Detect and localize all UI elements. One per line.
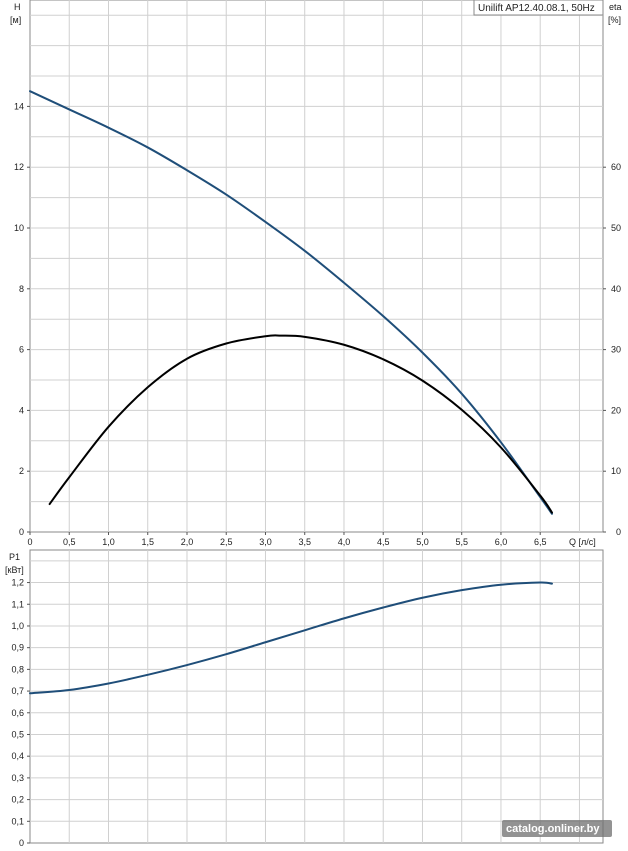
bottom-plot-area <box>29 549 604 844</box>
watermark-text: catalog.onliner.by <box>506 823 600 835</box>
top-y2-tick-label: 40 <box>611 284 621 294</box>
head-curve <box>29 90 553 515</box>
top-y-tick-label: 14 <box>14 101 24 111</box>
top-x-tick-label: 0 <box>27 537 32 547</box>
bottom-y-tick-label: 0,1 <box>11 816 24 826</box>
top-tick-labels: 0 0,5 1,0 1,5 2,0 2,5 3,0 3,5 4,0 4,5 5,0 5,5 6,0 6,5… <box>14 101 621 547</box>
top-x-tick-label: 6,5 <box>534 537 547 547</box>
top-y2-tick-label: 50 <box>611 223 621 233</box>
bottom-y-tick-label: 0,9 <box>11 643 24 653</box>
top-y-tick-label: 8 <box>19 284 24 294</box>
bottom-y-tick-label: 0,8 <box>11 664 24 674</box>
top-x-tick-label: 2,5 <box>220 537 233 547</box>
watermark-background <box>502 820 612 837</box>
top-ylabel-line1: H <box>14 2 21 12</box>
watermark: catalog.onliner.by <box>502 820 612 837</box>
top-y-tick-label: 6 <box>19 345 24 355</box>
top-y2-tick-label: 0 <box>616 527 621 537</box>
top-x-tick-label: 6,0 <box>495 537 508 547</box>
top-y-tick-label: 4 <box>19 405 24 415</box>
top-y-tick-label: 2 <box>19 466 24 476</box>
bottom-y-tick-label: 0,6 <box>11 708 24 718</box>
top-y2label-line2: [%] <box>608 15 621 25</box>
bottom-ylabel-line2: [кВт] <box>5 565 24 575</box>
top-y2label-line1: eta <box>609 2 622 12</box>
top-xlabel: Q [л/с] <box>569 537 596 547</box>
top-y-tick-label: 12 <box>14 162 24 172</box>
top-y-tick-label: 10 <box>14 223 24 233</box>
bottom-y-tick-label: 0,2 <box>11 795 24 805</box>
head-efficiency-chart: 0 0,5 1,0 1,5 2,0 2,5 3,0 3,5 4,0 4,5 5,0 5,5 6,0 6,5… <box>10 0 622 547</box>
bottom-y-tick-label: 0,3 <box>11 773 24 783</box>
bottom-y-tick-label: 0,5 <box>11 729 24 739</box>
top-x-tick-label: 4,0 <box>338 537 351 547</box>
top-y2-tick-label: 10 <box>611 466 621 476</box>
legend-box <box>473 0 604 16</box>
bottom-series-group <box>29 581 553 695</box>
bottom-y-tick-label: 0,4 <box>11 751 24 761</box>
top-x-tick-label: 3,5 <box>298 537 311 547</box>
top-y-tick-label: 0 <box>19 527 24 537</box>
top-plot-area <box>29 0 604 533</box>
top-x-tick-label: 1,5 <box>141 537 154 547</box>
bottom-grid <box>27 550 603 844</box>
top-x-tick-label: 0,5 <box>63 537 76 547</box>
efficiency-curve <box>48 334 553 514</box>
top-x-tick-label: 2,0 <box>181 537 194 547</box>
top-y2-tick-label: 30 <box>611 345 621 355</box>
top-x-tick-label: 5,0 <box>416 537 429 547</box>
bottom-tick-labels: 0 0,1 0,2 0,3 0,4 0,5 0,6 0,7 0,8 0,9 1,0 1,1 1,2 <box>11 578 24 848</box>
top-series-group <box>29 90 553 515</box>
top-x-tick-label: 1,0 <box>102 537 115 547</box>
top-x-tick-label: 4,5 <box>377 537 390 547</box>
power-chart: 0 0,1 0,2 0,3 0,4 0,5 0,6 0,7 0,8 0,9 1,0 1,1 1,2 P1… <box>5 549 604 848</box>
legend-label: Unilift AP12.40.08.1, 50Hz <box>478 3 595 14</box>
bottom-y-tick-label: 1,1 <box>11 599 24 609</box>
bottom-y-tick-label: 1,0 <box>11 621 24 631</box>
top-ylabel-line2: [м] <box>10 15 21 25</box>
bottom-y-tick-label: 0 <box>19 838 24 848</box>
bottom-ylabel-line1: P1 <box>9 552 20 562</box>
power-curve <box>29 581 553 695</box>
top-y2-tick-label: 60 <box>611 162 621 172</box>
bottom-y-tick-label: 1,2 <box>11 578 24 588</box>
top-x-tick-label: 5,5 <box>455 537 468 547</box>
top-y2-tick-label: 20 <box>611 405 621 415</box>
top-x-tick-label: 3,0 <box>259 537 272 547</box>
bottom-y-tick-label: 0,7 <box>11 686 24 696</box>
